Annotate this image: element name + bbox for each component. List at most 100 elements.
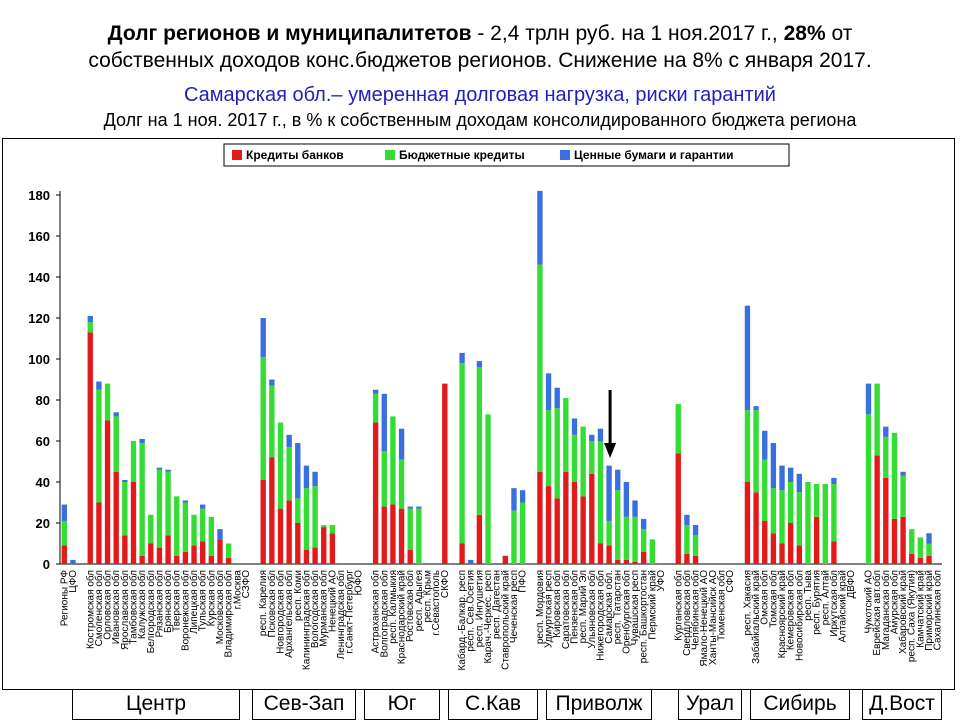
bar-segment xyxy=(900,471,906,476)
x-tick-label: Кабард.-Балкар. респ xyxy=(456,570,468,671)
x-tick-label: Хабаровский край xyxy=(897,570,909,654)
x-tick-label: Костромская обл xyxy=(84,570,96,649)
bar-segment xyxy=(787,482,794,523)
bar-segment xyxy=(779,490,785,544)
bar-segment xyxy=(321,525,327,528)
bar-segment xyxy=(381,393,387,452)
x-tick-label: Кировская обл xyxy=(551,570,563,638)
x-tick-label: Калининградская обл xyxy=(300,570,312,670)
x-tick-label: Кемеровская обл xyxy=(785,570,797,650)
x-tick-label: Чувашская респ xyxy=(630,570,641,645)
bar-segment xyxy=(692,555,699,564)
bar-segment xyxy=(900,475,906,517)
x-tick-label: Вологодская обл xyxy=(309,570,321,648)
legend-label: Кредиты банков xyxy=(246,148,344,162)
bar-segment xyxy=(615,469,621,491)
x-tick-label: респ. Крым xyxy=(423,570,434,623)
x-tick-label: Алтайский край xyxy=(838,570,849,643)
bar-segment xyxy=(796,545,803,564)
bar-segment xyxy=(113,412,119,417)
x-tick-label: Чукотский АО xyxy=(864,570,875,634)
district-label: Центр xyxy=(72,689,240,720)
bar-segment xyxy=(104,420,111,564)
bar-segment xyxy=(398,508,405,564)
bar-segment xyxy=(779,465,785,491)
bar-segment xyxy=(407,549,413,564)
x-tick-label: ПФО xyxy=(518,570,529,593)
bar-segment xyxy=(537,264,543,472)
x-tick-label: Брянская обл xyxy=(162,570,174,633)
x-tick-label: Владимирская обл xyxy=(223,570,235,658)
bar-segment xyxy=(502,555,509,564)
bar-segment xyxy=(545,486,552,564)
bar-segment xyxy=(615,559,621,564)
bar-segment xyxy=(640,518,647,530)
bar-segment xyxy=(917,557,924,564)
district-label: Д.Вост xyxy=(862,689,942,720)
bar-segment xyxy=(122,479,128,482)
bar-segment xyxy=(606,545,612,564)
title-line-1: Долг регионов и муниципалитетов - 2,4 тр… xyxy=(0,20,960,47)
district-label: Приволж xyxy=(546,689,652,720)
x-tick-label: Карач.-Черкес. респ xyxy=(483,570,494,664)
bar-segment xyxy=(813,516,820,564)
bar-segment xyxy=(398,428,405,460)
bar-segment xyxy=(61,520,68,546)
bar-segment xyxy=(831,541,837,564)
bar-segment xyxy=(744,305,751,411)
x-tick-label: Тверская обл xyxy=(171,570,183,632)
bar-segment xyxy=(476,361,483,368)
bar-segment xyxy=(519,490,526,503)
bar-segment xyxy=(883,426,889,437)
x-tick-label: респ. Карелия xyxy=(258,570,269,636)
bar-segment xyxy=(165,471,171,536)
bar-segment xyxy=(554,408,560,499)
y-tick-label: 180 xyxy=(28,188,50,203)
bar-segment xyxy=(390,416,396,505)
bar-segment xyxy=(926,543,932,556)
chart-legend: Кредиты банков Бюджетные кредиты Ценные бу… xyxy=(223,143,790,167)
bar-segment xyxy=(796,473,803,493)
y-tick-label: 40 xyxy=(36,475,50,490)
legend-box xyxy=(223,143,790,167)
bar-segment xyxy=(303,488,310,550)
x-tick-label: Новосибирская обл xyxy=(793,570,805,661)
bar-segment xyxy=(606,465,612,521)
x-tick-label: Красноярский край xyxy=(777,570,788,658)
debt-chart: Кредиты банков Бюджетные кредиты Ценные бу… xyxy=(28,143,944,671)
bar-segment xyxy=(744,482,751,564)
bar-segment xyxy=(269,457,275,564)
y-tick-label: 20 xyxy=(36,516,50,531)
x-tick-label: Смоленская обл xyxy=(93,570,105,647)
x-tick-label: Сахалинская обл xyxy=(932,570,944,650)
bar-segment xyxy=(217,529,223,540)
bar-segment xyxy=(329,533,336,564)
bar-segment xyxy=(148,514,154,544)
bar-segment xyxy=(329,525,336,534)
bar-segment xyxy=(122,482,128,536)
bar-segment xyxy=(580,496,586,564)
x-tick-label: Омская обл xyxy=(759,570,771,625)
bar-segment xyxy=(909,529,915,554)
bar-segment xyxy=(87,315,93,323)
bar-segment xyxy=(381,506,387,564)
bar-segment xyxy=(139,443,145,556)
x-tick-label: Ямало-Ненецкий АО xyxy=(699,570,710,667)
bar-segment xyxy=(632,516,638,562)
x-tick-label: Свердловская обл xyxy=(681,570,693,656)
bar-segment xyxy=(260,318,266,357)
bar-segment xyxy=(398,459,405,509)
bar-segment xyxy=(295,523,301,564)
bar-segment xyxy=(459,363,465,544)
title-rest: - 2,4 трлн руб. на 1 ноя.2017 г., xyxy=(471,22,784,45)
x-tick-label: Ставропольский край xyxy=(500,570,511,670)
bar-segment xyxy=(156,469,163,548)
bar-segment xyxy=(390,504,396,564)
bar-segment xyxy=(416,508,422,564)
bar-segment xyxy=(762,459,768,521)
bar-segment xyxy=(113,416,119,472)
bar-segment xyxy=(822,484,828,564)
bar-segment xyxy=(459,352,465,364)
x-tick-label: респ. Адыгея xyxy=(414,570,425,631)
legend-label: Ценные бумаги и гарантии xyxy=(574,148,733,162)
